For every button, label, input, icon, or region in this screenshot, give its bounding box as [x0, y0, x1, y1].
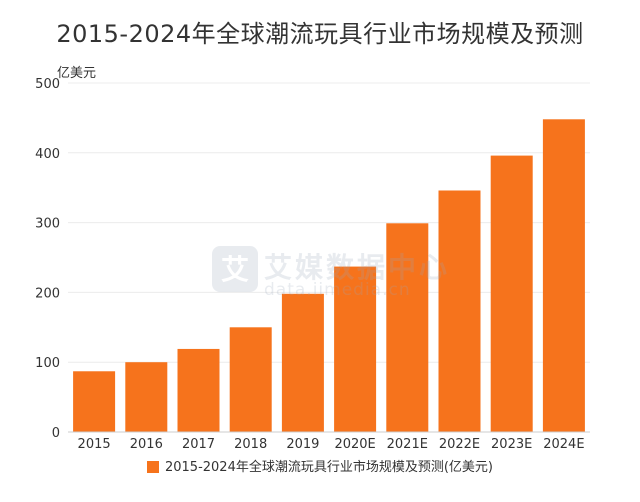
legend-label: 2015-2024年全球潮流玩具行业市场规模及预测(亿美元) [164, 460, 493, 475]
y-tick-label: 300 [35, 217, 60, 232]
x-tick-label: 2017 [182, 437, 215, 452]
y-tick-label: 500 [35, 77, 60, 92]
x-tick-label: 2016 [130, 437, 163, 452]
y-tick-label: 400 [35, 147, 60, 162]
bar-2017 [177, 348, 220, 432]
bar-2023E [490, 155, 533, 433]
legend-swatch [146, 461, 159, 473]
x-tick-label: 2019 [286, 437, 319, 452]
x-tick-label: 2018 [234, 437, 267, 452]
chart-title: 2015-2024年全球潮流玩具行业市场规模及预测 [56, 20, 584, 48]
y-axis-ticks: 0 100 200 300 400 500 [35, 77, 60, 441]
bars [73, 119, 585, 433]
x-tick-label: 2023E [491, 437, 532, 452]
bar-2015 [73, 371, 116, 432]
y-axis-unit-label: 亿美元 [57, 66, 97, 81]
x-tick-label: 2024E [543, 437, 584, 452]
legend: 2015-2024年全球潮流玩具行业市场规模及预测(亿美元) [0, 456, 640, 475]
y-tick-label: 200 [35, 286, 60, 301]
bar-2024E [542, 119, 585, 433]
bar-2022E [438, 190, 481, 432]
bar-2016 [125, 362, 168, 432]
x-axis-ticks: 2015 2016 2017 2018 2019 2020E 2021E 2022E 2023E… [78, 437, 585, 452]
x-tick-label: 2015 [78, 437, 111, 452]
bar-2020E [334, 266, 377, 432]
x-tick-label: 2021E [387, 437, 428, 452]
x-tick-label: 2020E [334, 437, 375, 452]
bar-2019 [281, 293, 324, 432]
bar-2018 [229, 327, 272, 432]
bar-2021E [386, 223, 429, 432]
y-tick-label: 0 [52, 426, 60, 441]
y-tick-label: 100 [35, 356, 60, 371]
x-tick-label: 2022E [439, 437, 480, 452]
